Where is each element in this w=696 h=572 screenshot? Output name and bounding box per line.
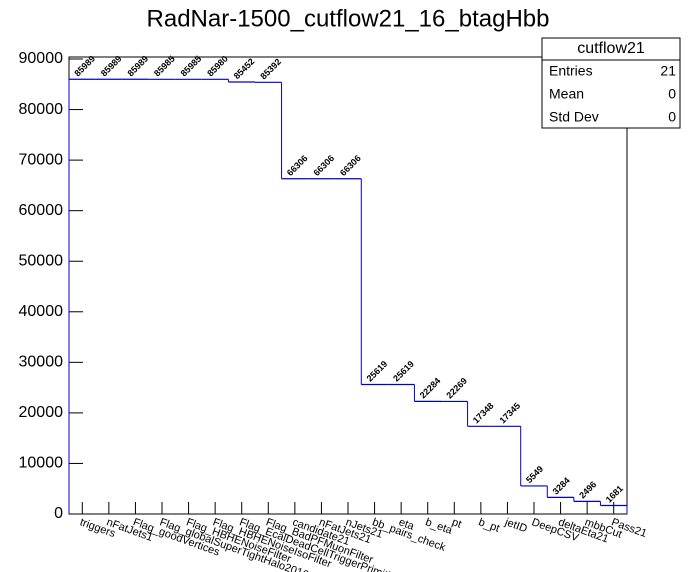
chart-title: RadNar-1500_cutflow21_16_btagHbb — [147, 5, 550, 32]
y-tick-label: 70000 — [19, 151, 64, 168]
stats-label: Std Dev — [549, 109, 599, 125]
stats-value: 21 — [660, 63, 676, 79]
stats-label: Mean — [549, 86, 584, 102]
y-tick-label: 10000 — [19, 455, 64, 472]
y-tick-label: 40000 — [19, 303, 64, 320]
stats-title: cutflow21 — [577, 40, 645, 57]
y-tick-label: 80000 — [19, 101, 64, 118]
y-tick-label: 60000 — [19, 202, 64, 219]
x-tick-label: pt — [450, 516, 463, 530]
y-tick-label: 20000 — [19, 404, 64, 421]
x-tick-label: eta — [397, 516, 416, 533]
y-tick-label: 50000 — [19, 252, 64, 269]
stats-value: 0 — [668, 109, 676, 125]
y-tick-label: 0 — [54, 505, 63, 522]
y-tick-label: 30000 — [19, 354, 64, 371]
stats-label: Entries — [549, 63, 593, 79]
y-tick-label: 90000 — [19, 50, 64, 67]
stats-value: 0 — [668, 86, 676, 102]
stats-box — [541, 37, 681, 129]
